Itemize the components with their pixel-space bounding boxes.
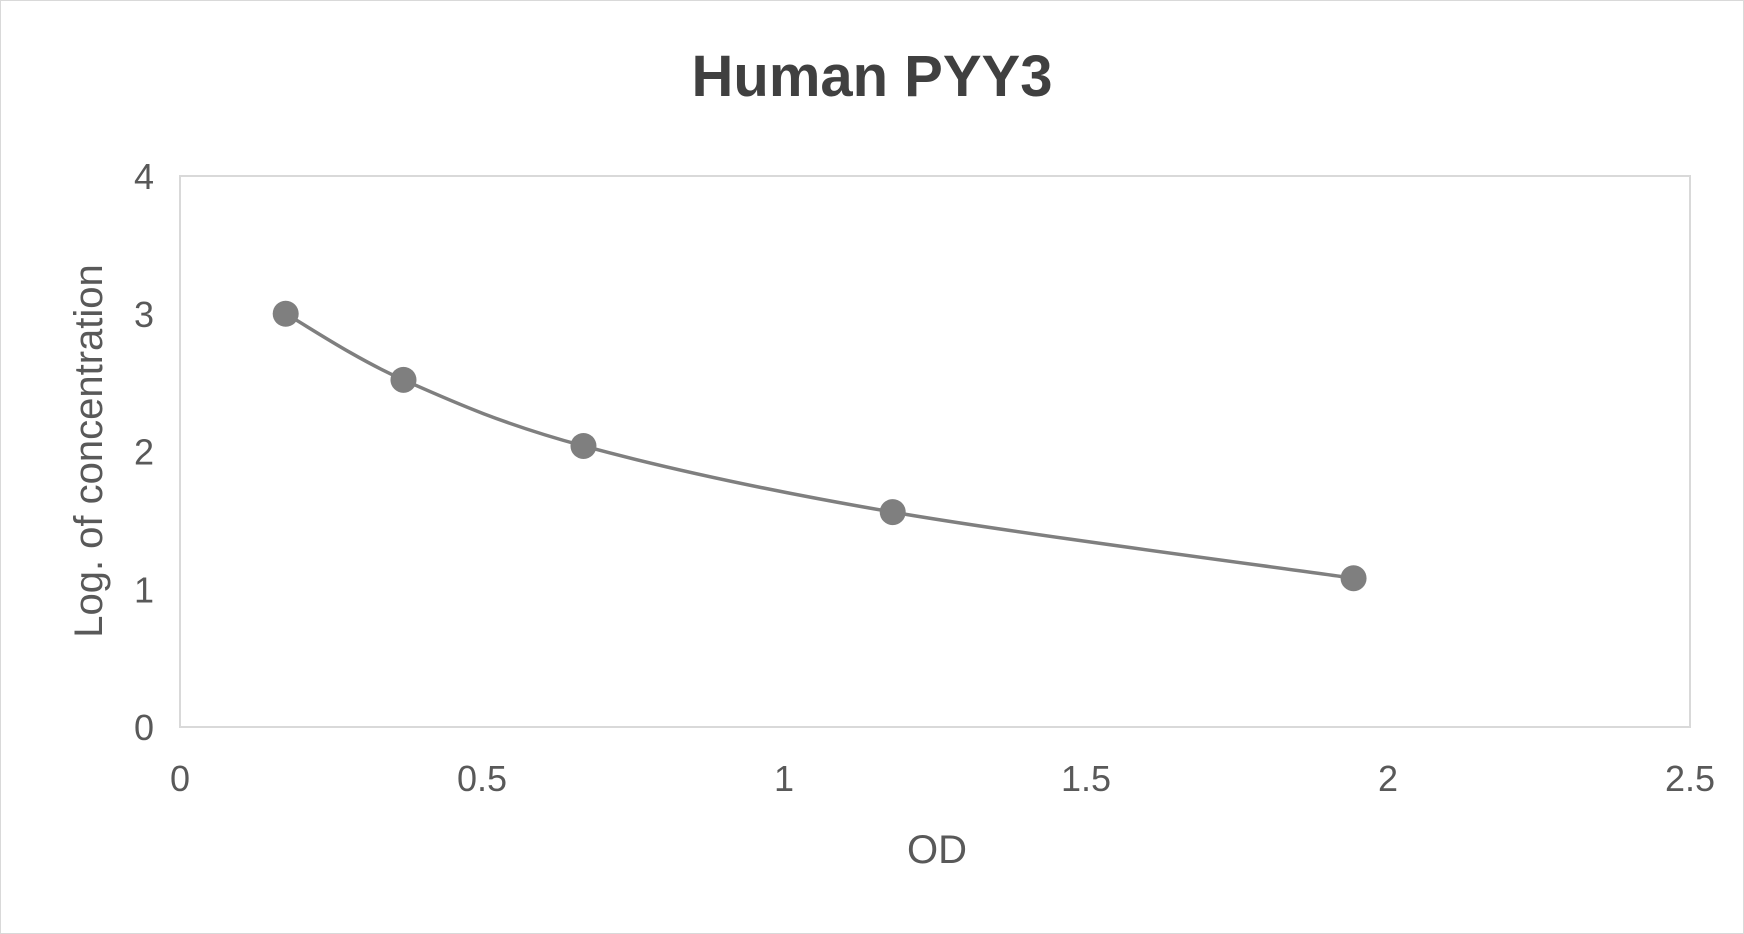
y-tick-label: 4: [134, 156, 154, 197]
x-tick-label: 1: [774, 758, 794, 799]
y-axis-label: Log. of concentration: [67, 264, 111, 638]
x-tick-label: 0: [170, 758, 190, 799]
chart-title: Human PYY3: [692, 44, 1053, 109]
plot-area: [179, 175, 1691, 728]
x-axis-ticks: 0 0.5 1 1.5 2 2.5: [170, 758, 1715, 799]
data-point: [1340, 565, 1367, 592]
data-point: [390, 366, 417, 393]
y-axis-ticks: 0 1 2 3 4: [134, 156, 154, 748]
y-tick-label: 2: [134, 432, 154, 473]
x-tick-label: 2.5: [1665, 758, 1715, 799]
data-points: [272, 300, 1367, 592]
data-point: [879, 499, 906, 526]
x-tick-label: 1.5: [1061, 758, 1111, 799]
data-point: [272, 300, 299, 327]
data-point: [570, 432, 597, 459]
y-tick-label: 1: [134, 569, 154, 610]
series-line: [284, 312, 1354, 580]
x-axis-label: OD: [907, 828, 967, 872]
x-tick-label: 0.5: [457, 758, 507, 799]
x-tick-label: 2: [1378, 758, 1398, 799]
y-tick-label: 3: [134, 294, 154, 335]
y-tick-label: 0: [134, 707, 154, 748]
